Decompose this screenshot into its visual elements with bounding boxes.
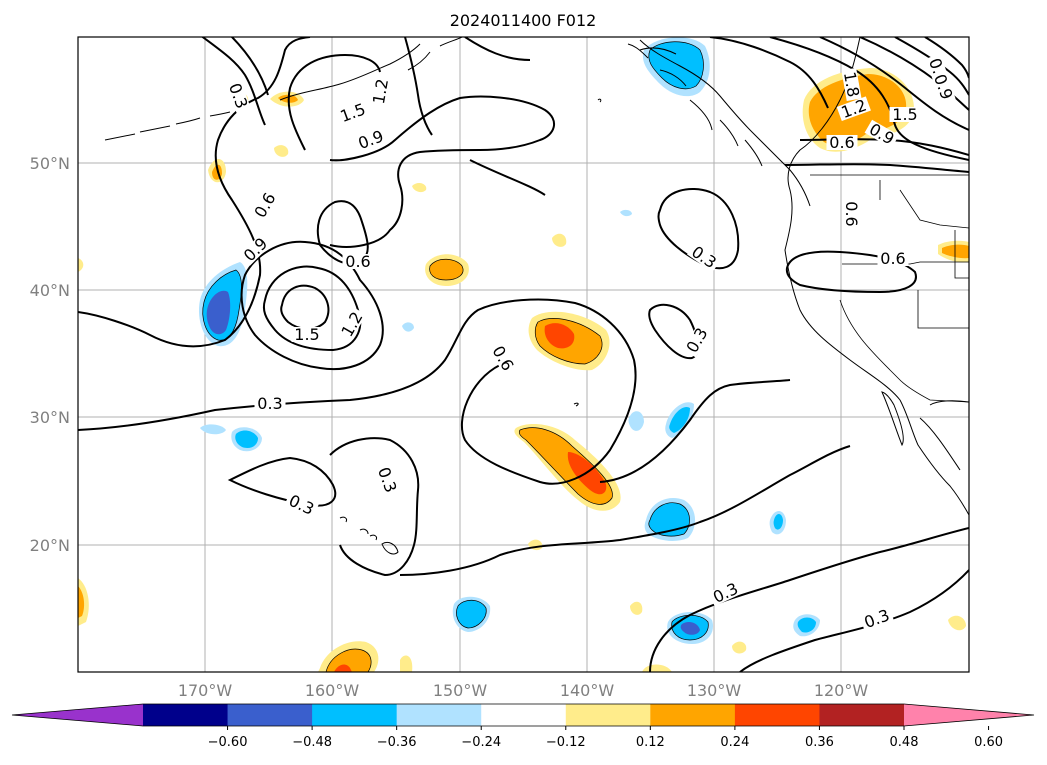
positive-anomaly xyxy=(630,601,643,615)
contour-label: 0.3 xyxy=(374,462,401,497)
positive-anomaly xyxy=(429,259,464,280)
svg-text:1.5: 1.5 xyxy=(892,105,917,124)
contour-label: 0.3 xyxy=(284,491,319,519)
negative-anomaly xyxy=(402,322,414,332)
lat-label-40n: 40°N xyxy=(30,281,70,300)
contour-label: 1.2 xyxy=(369,74,392,108)
colorbar-segment xyxy=(565,704,651,726)
colorbar-segment xyxy=(396,704,482,726)
contour-label: 0.6 xyxy=(826,133,858,152)
contour-label: 0.6 xyxy=(488,341,518,376)
colorbar-segment xyxy=(312,704,398,726)
positive-anomaly xyxy=(274,145,289,157)
map-frame xyxy=(77,36,970,673)
negative-anomaly xyxy=(773,514,783,530)
negative-anomaly xyxy=(628,411,644,431)
svg-text:1.5: 1.5 xyxy=(294,325,319,344)
colorbar-tick-label: 0.12 xyxy=(636,735,665,750)
positive-anomaly xyxy=(948,615,966,631)
colorbar-tick-label: 0.24 xyxy=(720,735,749,750)
colorbar-tick-label: −0.36 xyxy=(377,735,417,750)
contour-label: 1.5 xyxy=(335,99,370,126)
contour-lines xyxy=(78,37,969,672)
contour-label: 0.3 xyxy=(859,605,894,632)
contour-label: 1.8 xyxy=(840,67,863,101)
contour-label: 0.6 xyxy=(250,188,280,223)
svg-text:0.9: 0.9 xyxy=(240,234,271,265)
contour-label: 0.9 xyxy=(353,126,388,153)
positive-anomaly xyxy=(78,258,84,272)
svg-text:0.6: 0.6 xyxy=(829,133,854,152)
positive-anomaly xyxy=(942,244,969,259)
contour-label: 1.5 xyxy=(291,325,323,344)
contour-label: 0.6 xyxy=(342,252,374,271)
svg-text:0.3: 0.3 xyxy=(257,394,282,413)
lon-label-160w: 160°W xyxy=(305,681,360,700)
svg-text:1.2: 1.2 xyxy=(369,77,392,105)
political-borders xyxy=(810,174,969,403)
colorbar-tick-label: 0.60 xyxy=(974,735,1003,750)
negative-anomaly xyxy=(648,41,704,89)
contour-label: 0.3 xyxy=(254,394,286,413)
negative-anomaly xyxy=(235,430,258,448)
colorbar-segment xyxy=(819,704,905,726)
colorbar-outline xyxy=(11,703,1035,727)
svg-text:1.8: 1.8 xyxy=(840,70,863,98)
lon-label-170w: 170°W xyxy=(178,681,233,700)
contour-label: 0.6 xyxy=(842,198,861,230)
colorbar-tick-label: −0.60 xyxy=(208,735,248,750)
positive-anomaly xyxy=(334,664,352,672)
colorbar: −0.60 −0.48 −0.36 −0.24 −0.12 0.12 0.24 0.36 0.4… xyxy=(11,703,1035,750)
svg-text:0.6: 0.6 xyxy=(345,252,370,271)
colorbar-segment xyxy=(734,704,820,726)
positive-anomaly xyxy=(78,586,85,618)
contour-label: 0.9 xyxy=(239,233,272,266)
lat-label-30n: 30°N xyxy=(30,408,70,427)
contour-label: 0.3 xyxy=(708,579,743,607)
colorbar-tick-label: 0.48 xyxy=(890,735,919,750)
lon-label-140w: 140°W xyxy=(560,681,615,700)
colorbar-tick-label: −0.48 xyxy=(292,735,332,750)
svg-text:0.6: 0.6 xyxy=(880,249,905,268)
negative-anomaly xyxy=(456,600,487,628)
colorbar-tick-label: −0.24 xyxy=(461,735,501,750)
anomaly-outlines xyxy=(202,41,709,672)
colorbar-extend-low xyxy=(12,704,143,726)
contour-label: 1.2 xyxy=(337,307,367,342)
colorbar-tick-label: −0.12 xyxy=(546,735,586,750)
positive-anomaly xyxy=(400,655,413,672)
map-title: 2024011400 F012 xyxy=(450,11,597,30)
lon-label-150w: 150°W xyxy=(433,681,488,700)
negative-anomaly xyxy=(200,424,226,435)
colorbar-segment xyxy=(650,704,736,726)
contour-label: 1.5 xyxy=(889,105,921,124)
colorbar-extend-high xyxy=(904,704,1034,726)
positive-anomaly xyxy=(552,233,567,247)
lat-label-50n: 50°N xyxy=(30,154,70,173)
positive-anomaly xyxy=(544,323,575,349)
svg-text:0.6: 0.6 xyxy=(842,201,861,226)
contour-label: 0.6 xyxy=(877,249,909,268)
lat-label-20n: 20°N xyxy=(30,536,70,555)
colorbar-tick-label: 0.36 xyxy=(805,735,834,750)
colorbar-segment xyxy=(227,704,313,726)
negative-anomaly xyxy=(797,617,816,633)
negative-anomaly xyxy=(206,290,231,335)
lon-label-130w: 130°W xyxy=(687,681,742,700)
colorbar-segment xyxy=(143,704,229,726)
contour-label: 0.3 xyxy=(682,323,712,358)
colorbar-segment xyxy=(481,704,567,726)
coastlines xyxy=(104,37,969,555)
positive-anomaly xyxy=(642,664,672,672)
lon-label-120w: 120°W xyxy=(814,681,869,700)
positive-anomaly xyxy=(412,183,427,193)
positive-anomaly xyxy=(326,649,372,672)
negative-anomaly xyxy=(680,622,700,635)
negative-anomaly xyxy=(620,209,632,217)
negative-anomaly xyxy=(669,406,690,433)
positive-anomaly xyxy=(732,641,747,654)
